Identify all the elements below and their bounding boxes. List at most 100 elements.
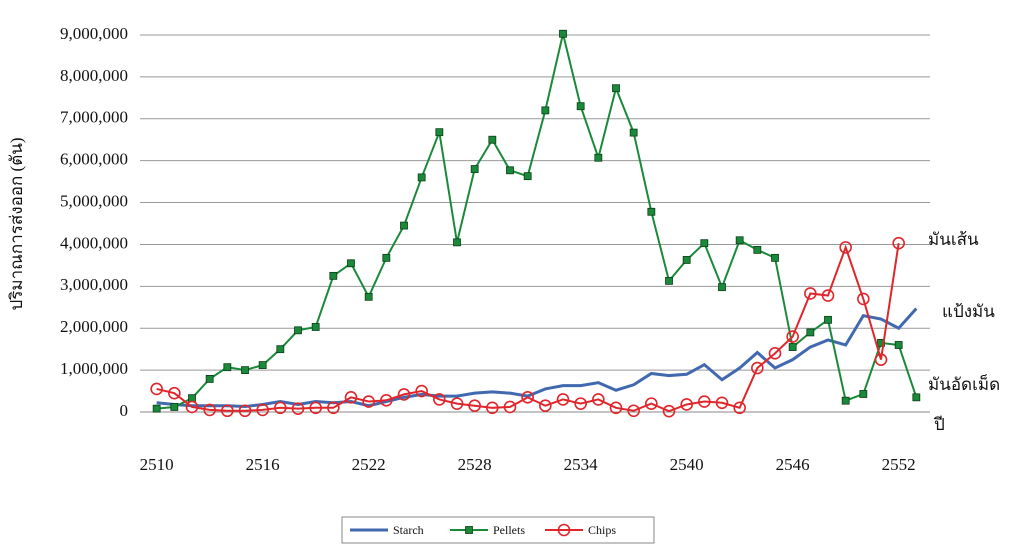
x-tick-label: 2528 bbox=[458, 455, 492, 474]
marker bbox=[397, 388, 411, 401]
y-tick-label: 6,000,000 bbox=[60, 150, 128, 169]
marker bbox=[521, 391, 534, 404]
marker bbox=[276, 345, 285, 354]
marker bbox=[647, 207, 656, 216]
marker bbox=[347, 259, 355, 268]
marker bbox=[841, 396, 850, 405]
marker bbox=[788, 343, 797, 351]
marker bbox=[327, 401, 340, 415]
y-tick-label: 5,000,000 bbox=[60, 191, 128, 210]
marker bbox=[486, 401, 499, 415]
marker bbox=[488, 135, 497, 144]
annotation: มันเส้น bbox=[928, 230, 979, 249]
marker bbox=[506, 166, 514, 175]
marker bbox=[362, 395, 375, 408]
marker bbox=[592, 393, 605, 406]
y-tick-label: 0 bbox=[120, 401, 129, 420]
marker bbox=[291, 402, 305, 415]
marker bbox=[221, 404, 234, 418]
y-tick-label: 2,000,000 bbox=[60, 317, 128, 336]
x-tick-label: 2510 bbox=[140, 455, 174, 474]
marker bbox=[859, 390, 868, 398]
marker bbox=[556, 393, 570, 406]
marker bbox=[185, 400, 199, 414]
x-tick-label: 2552 bbox=[882, 455, 916, 474]
marker bbox=[380, 393, 393, 407]
x-tick-label: 2534 bbox=[564, 455, 599, 474]
legend-box bbox=[341, 516, 655, 544]
marker bbox=[258, 361, 267, 369]
marker bbox=[311, 323, 320, 331]
y-tick-label: 8,000,000 bbox=[60, 66, 128, 85]
marker bbox=[682, 256, 691, 264]
marker bbox=[203, 403, 216, 417]
marker bbox=[751, 361, 764, 375]
marker bbox=[541, 106, 550, 115]
marker bbox=[503, 400, 517, 414]
marker bbox=[857, 292, 870, 306]
marker bbox=[539, 399, 552, 413]
marker bbox=[839, 241, 852, 254]
y-tick-label: 7,000,000 bbox=[60, 108, 128, 127]
marker bbox=[804, 287, 817, 300]
marker bbox=[559, 29, 567, 38]
marker bbox=[433, 393, 446, 406]
marker bbox=[238, 404, 252, 418]
marker bbox=[662, 404, 676, 418]
marker bbox=[874, 353, 888, 366]
marker bbox=[523, 172, 532, 181]
marker bbox=[700, 239, 709, 248]
x-tick-label: 2540 bbox=[670, 455, 704, 474]
annotation: แป้งมัน bbox=[942, 302, 995, 321]
marker bbox=[594, 153, 603, 162]
y-tick-label: 3,000,000 bbox=[60, 275, 128, 294]
marker bbox=[150, 382, 163, 396]
marker bbox=[241, 366, 249, 375]
marker bbox=[294, 326, 302, 335]
marker bbox=[382, 253, 391, 262]
y-tick-label: 1,000,000 bbox=[60, 359, 128, 378]
marker bbox=[715, 396, 729, 410]
marker bbox=[205, 375, 214, 383]
marker bbox=[892, 236, 905, 250]
marker bbox=[223, 363, 232, 372]
marker bbox=[170, 403, 179, 411]
marker bbox=[718, 283, 726, 292]
marker bbox=[465, 526, 473, 534]
marker bbox=[768, 347, 782, 360]
marker bbox=[188, 394, 196, 403]
legend-label: Pellets bbox=[493, 523, 525, 537]
y-axis-label: ปริมาณการส่งออก (ตัน) bbox=[7, 137, 26, 310]
marker bbox=[450, 397, 464, 410]
marker bbox=[786, 330, 799, 343]
marker bbox=[645, 397, 658, 410]
marker bbox=[680, 398, 693, 411]
marker bbox=[256, 403, 269, 417]
marker bbox=[753, 245, 762, 254]
marker bbox=[309, 401, 322, 415]
marker bbox=[329, 271, 338, 280]
y-tick-label: 9,000,000 bbox=[60, 24, 128, 43]
y-tick-label: 4,000,000 bbox=[60, 233, 128, 252]
marker bbox=[609, 401, 623, 415]
marker bbox=[574, 397, 587, 410]
marker bbox=[894, 341, 903, 349]
marker bbox=[400, 221, 408, 230]
marker bbox=[168, 386, 181, 400]
x-tick-label: 2516 bbox=[246, 455, 280, 474]
marker bbox=[821, 289, 835, 302]
marker bbox=[468, 399, 481, 413]
marker bbox=[415, 384, 428, 398]
marker bbox=[557, 523, 571, 537]
marker bbox=[627, 404, 640, 418]
x-tick-label: 2546 bbox=[776, 455, 810, 474]
marker bbox=[806, 328, 815, 337]
series-line bbox=[156, 307, 918, 409]
marker bbox=[735, 236, 744, 245]
marker bbox=[453, 238, 461, 247]
marker bbox=[417, 173, 426, 182]
annotation: มันอัดเม็ด bbox=[928, 373, 1000, 394]
marker bbox=[824, 315, 832, 324]
